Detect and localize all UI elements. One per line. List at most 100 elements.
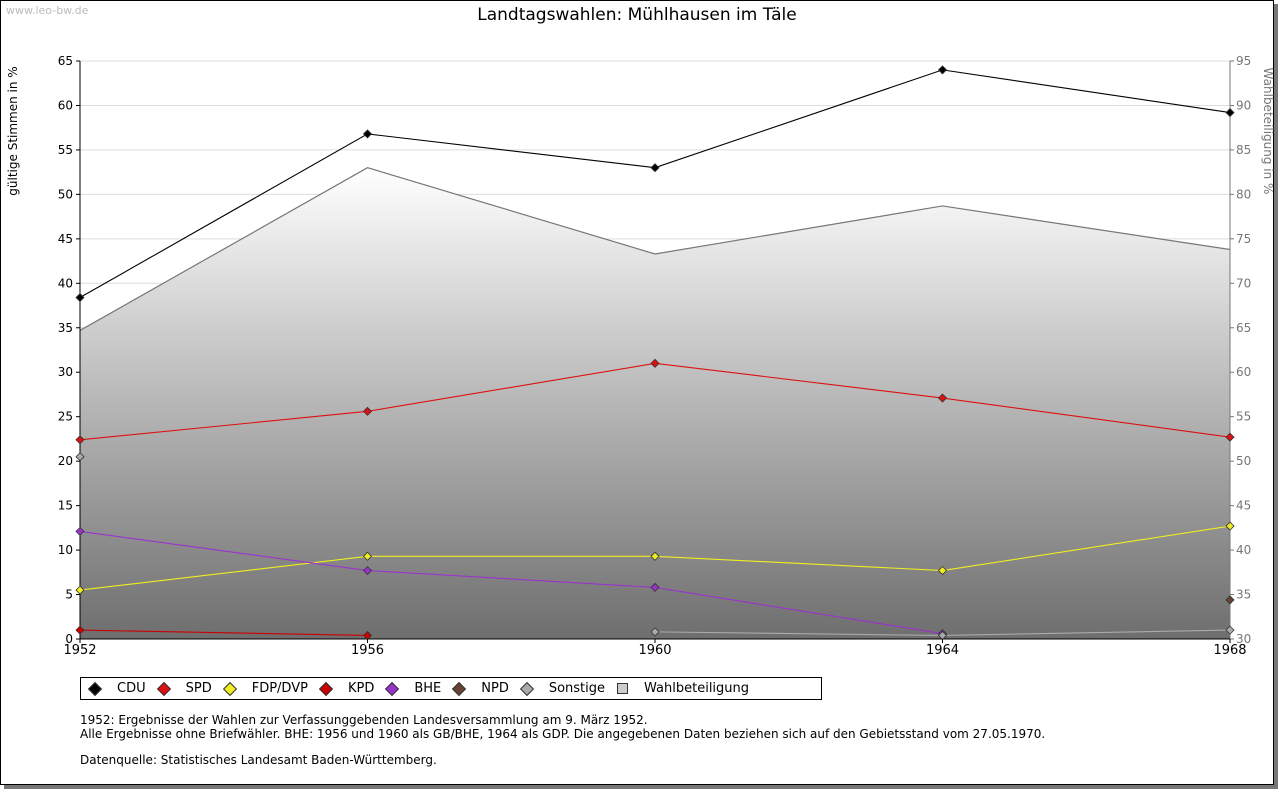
y2-tick-label: 40: [1236, 543, 1251, 557]
legend-label: KPD: [347, 681, 375, 696]
y-tick-label: 60: [58, 98, 73, 112]
data-point: [1225, 521, 1235, 531]
legend-item: Wahlbeteiligung: [617, 681, 749, 696]
data-point: [362, 406, 373, 416]
legend-diamond-icon: [318, 681, 334, 696]
y2-tick-label: 50: [1236, 454, 1251, 468]
legend-diamond-icon: [156, 681, 171, 696]
data-point: [650, 358, 660, 368]
y2-tick-label: 80: [1236, 187, 1251, 201]
y2-tick-label: 35: [1236, 588, 1251, 602]
data-point: [362, 551, 373, 561]
series-line: [79, 629, 368, 636]
turnout-line: [79, 167, 1231, 331]
y-tick-label: 10: [58, 543, 73, 557]
data-point: [1225, 595, 1235, 605]
legend-item: KPD: [318, 681, 375, 696]
legend-item: FDP/DVP: [222, 681, 308, 696]
y2-axis-label: Wahlbeteiligung in %: [1261, 68, 1275, 195]
legend-label: SPD: [185, 681, 212, 696]
legend-item: BHE: [385, 681, 442, 696]
legend-item: CDU: [87, 681, 146, 696]
legend-label: NPD: [481, 681, 509, 696]
note-line-2: Alle Ergebnisse ohne Briefwähler. BHE: 1…: [80, 727, 1046, 741]
series-bhe: [75, 526, 948, 639]
series-npd: [1225, 595, 1235, 605]
legend-diamond-icon: [87, 681, 103, 696]
data-point: [1225, 108, 1235, 118]
series-fdp-dvp: [75, 521, 1235, 595]
chart-svg: 0 5 10 15 20 25 30 35 40 45 50 55 60 65 30 35 40 45 50 55 60…: [6, 54, 1275, 658]
series-spd: [75, 358, 1235, 445]
series-sonstige: [75, 452, 1235, 641]
data-point: [75, 435, 85, 445]
data-point: [650, 582, 660, 592]
y-tick-label: 40: [58, 276, 73, 290]
legend-square-icon: [617, 683, 629, 694]
legend-label: FDP/DVP: [251, 681, 308, 696]
turnout-fill: [80, 167, 1230, 639]
data-point: [75, 526, 85, 536]
data-point: [650, 627, 660, 637]
legend-diamond-icon: [385, 681, 400, 696]
data-point: [362, 565, 373, 576]
data-point: [1225, 432, 1235, 442]
y-tick-label: 30: [58, 365, 73, 379]
legend-item: SPD: [156, 681, 212, 696]
y-tick-label: 55: [58, 143, 73, 157]
x-tick-label: 1956: [351, 643, 384, 658]
y-tick-label: 45: [58, 232, 73, 246]
legend-label: Wahlbeteiligung: [644, 681, 750, 696]
legend-label: BHE: [414, 681, 442, 696]
x-tick-label: 1952: [63, 643, 96, 658]
y-tick-label: 50: [58, 187, 73, 201]
y-tick-label: 5: [65, 588, 73, 602]
data-point: [1225, 625, 1235, 635]
y2-tick-label: 45: [1236, 499, 1251, 513]
y-axis-label: gültige Stimmen in %: [6, 66, 20, 195]
y2-tick-label: 75: [1236, 232, 1251, 246]
y2-tick-label: 30: [1236, 632, 1251, 646]
y-tick-label: 20: [58, 454, 73, 468]
legend-diamond-icon: [222, 681, 237, 696]
notes: 1952: Ergebnisse der Wahlen zur Verfassu…: [80, 713, 1045, 767]
series-lines: [75, 65, 1235, 641]
note-source: Datenquelle: Statistisches Landesamt Bad…: [80, 753, 437, 767]
legend-label: CDU: [117, 681, 146, 696]
x-tick-label: 1964: [926, 643, 959, 658]
legend-diamond-icon: [519, 681, 534, 696]
data-point: [75, 625, 85, 635]
y2-tick-label: 70: [1236, 276, 1251, 290]
data-point: [937, 393, 948, 403]
series-line: [79, 530, 943, 635]
legend-diamond-icon: [452, 681, 467, 696]
legend-item: Sonstige: [519, 681, 606, 696]
tick-labels: 0 5 10 15 20 25 30 35 40 45 50 55 60 65 30 35 40 45 50 55 60…: [58, 54, 1252, 658]
y2-tick-label: 65: [1236, 321, 1251, 335]
y2-tick-label: 95: [1236, 54, 1251, 68]
y-tick-label: 25: [58, 410, 73, 424]
y-tick-label: 0: [65, 632, 73, 646]
data-point: [650, 551, 660, 561]
legend: CDU SPD FDP/DVP KPD BHE NPD Sonstige Wahlbeteil…: [80, 677, 822, 700]
x-tick-label: 1968: [1213, 643, 1246, 658]
turnout-area: [79, 167, 1231, 639]
watermark: www.leo-bw.de: [6, 4, 89, 17]
legend-label: Sonstige: [548, 681, 606, 696]
y2-tick-label: 60: [1236, 365, 1251, 379]
y-tick-label: 65: [58, 54, 73, 68]
y-tick-label: 15: [58, 499, 73, 513]
data-point: [937, 65, 948, 75]
x-tick-label: 1960: [638, 643, 671, 658]
series-cdu: [75, 65, 1235, 303]
data-point: [75, 292, 85, 303]
data-point: [937, 565, 948, 576]
y2-tick-label: 55: [1236, 410, 1251, 424]
y-tick-label: 35: [58, 321, 73, 335]
legend-item: NPD: [452, 681, 509, 696]
data-point: [362, 129, 373, 139]
data-point: [650, 163, 660, 173]
y2-tick-label: 90: [1236, 98, 1251, 112]
chart-title: Landtagswahlen: Mühlhausen im Täle: [477, 5, 797, 25]
note-line-1: 1952: Ergebnisse der Wahlen zur Verfassu…: [80, 713, 648, 727]
